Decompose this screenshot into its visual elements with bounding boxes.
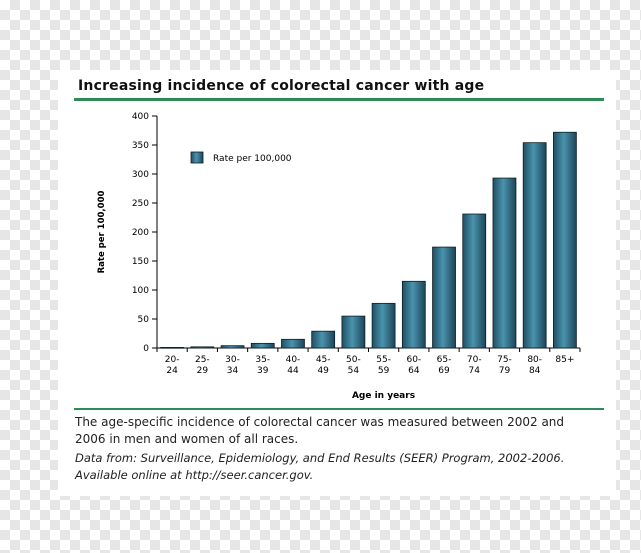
caption-line-2: 2006 in men and women of all races. bbox=[75, 432, 299, 446]
x-tick-label: 30- bbox=[225, 355, 240, 365]
x-tick-label: 25- bbox=[195, 355, 210, 365]
bar bbox=[281, 338, 305, 349]
y-tick-label: 150 bbox=[132, 257, 149, 267]
y-tick-label: 300 bbox=[132, 170, 149, 180]
x-tick-label: 84 bbox=[529, 366, 541, 376]
x-tick-label: 29 bbox=[197, 366, 209, 376]
y-tick-label: 50 bbox=[138, 315, 150, 325]
x-tick-label: 65- bbox=[437, 355, 452, 365]
x-tick-label: 59 bbox=[378, 366, 390, 376]
bar bbox=[220, 345, 245, 349]
x-tick-label: 85+ bbox=[555, 355, 574, 365]
x-tick-label: 75- bbox=[497, 355, 512, 365]
y-tick-label: 250 bbox=[132, 199, 149, 209]
title-divider bbox=[74, 98, 604, 101]
x-tick-label: 20- bbox=[165, 355, 180, 365]
bar bbox=[462, 213, 487, 349]
bar bbox=[190, 346, 215, 349]
y-tick-label: 100 bbox=[132, 286, 149, 296]
source-line-1: Data from: Surveillance, Epidemiology, a… bbox=[75, 451, 565, 465]
x-axis-label: Age in years bbox=[352, 391, 415, 401]
x-tick-label: 79 bbox=[499, 366, 511, 376]
x-tick-label: 55- bbox=[376, 355, 391, 365]
caption-divider bbox=[74, 408, 604, 410]
bar bbox=[432, 246, 456, 349]
y-tick-label: 400 bbox=[132, 112, 149, 122]
x-tick-label: 24 bbox=[166, 366, 178, 376]
source-line-2: Available online at http://seer.cancer.g… bbox=[75, 468, 314, 482]
x-tick-label: 50- bbox=[346, 355, 361, 365]
bar bbox=[492, 177, 517, 349]
y-tick-label: 350 bbox=[132, 141, 149, 151]
bar bbox=[553, 131, 577, 349]
x-tick-label: 34 bbox=[227, 366, 239, 376]
bar bbox=[522, 142, 547, 349]
x-tick-label: 80- bbox=[527, 355, 542, 365]
bar bbox=[250, 342, 275, 349]
bar bbox=[341, 315, 366, 349]
bar bbox=[401, 280, 426, 349]
x-tick-label: 64 bbox=[408, 366, 420, 376]
bar bbox=[371, 302, 396, 349]
figure-page: Increasing incidence of colorectal cance… bbox=[58, 70, 616, 496]
x-tick-label: 45- bbox=[316, 355, 331, 365]
x-tick-label: 44 bbox=[287, 366, 299, 376]
legend-swatch bbox=[190, 151, 204, 164]
figure-caption: The age-specific incidence of colorectal… bbox=[75, 414, 605, 448]
legend-label: Rate per 100,000 bbox=[213, 154, 292, 164]
x-tick-label: 35- bbox=[255, 355, 270, 365]
bar-chart: 0 50 100 150 200 250 300 350 400 Rate per 100,000… bbox=[97, 112, 581, 401]
bar bbox=[311, 330, 336, 349]
y-axis-label: Rate per 100,000 bbox=[97, 191, 107, 274]
data-source: Data from: Surveillance, Epidemiology, a… bbox=[75, 450, 605, 484]
y-tick-label: 0 bbox=[143, 344, 149, 354]
chart-title: Increasing incidence of colorectal cance… bbox=[78, 78, 485, 94]
y-tick-label: 200 bbox=[132, 228, 149, 238]
x-tick-label: 60- bbox=[406, 355, 421, 365]
caption-line-1: The age-specific incidence of colorectal… bbox=[75, 415, 565, 429]
bar bbox=[160, 347, 184, 349]
x-tick-label: 70- bbox=[467, 355, 482, 365]
x-tick-label: 49 bbox=[317, 366, 329, 376]
x-tick-label: 40- bbox=[286, 355, 301, 365]
x-tick-label: 54 bbox=[348, 366, 360, 376]
x-tick-label: 39 bbox=[257, 366, 269, 376]
x-tick-label: 69 bbox=[438, 366, 450, 376]
x-tick-label: 74 bbox=[469, 366, 481, 376]
